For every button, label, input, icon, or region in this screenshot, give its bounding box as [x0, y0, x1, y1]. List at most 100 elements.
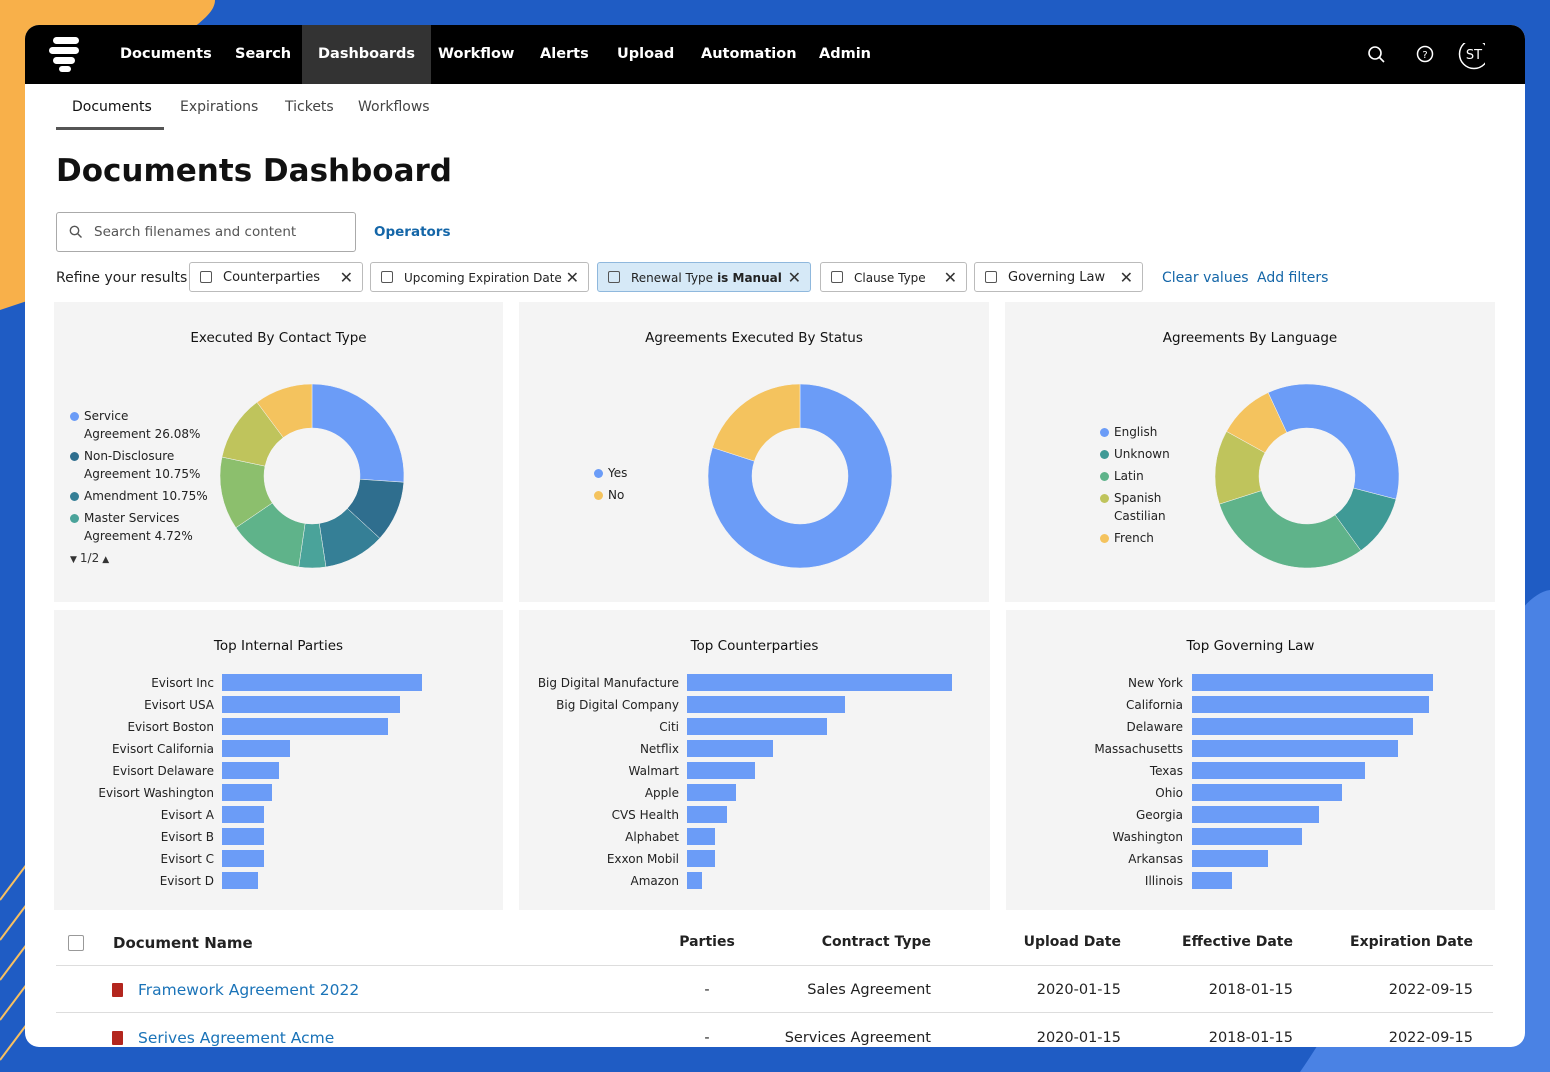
bar[interactable] — [222, 872, 258, 889]
bar[interactable] — [222, 740, 290, 757]
chip-remove[interactable]: ✕ — [787, 268, 801, 287]
table-cell: Services Agreement — [784, 1030, 931, 1046]
bar[interactable] — [222, 762, 279, 779]
legend-item[interactable]: Unknown — [1100, 445, 1180, 463]
tab[interactable]: Expirations — [180, 99, 259, 115]
chart-plot — [1214, 383, 1400, 569]
chart-title: Top Internal Parties — [213, 638, 344, 654]
tab[interactable]: Tickets — [285, 99, 334, 115]
chart-plot — [707, 383, 893, 569]
document-link[interactable]: Serives Agreement Acme — [138, 1029, 335, 1047]
bar-label: Illinois — [1145, 874, 1183, 888]
chip-remove[interactable]: ✕ — [1119, 268, 1133, 287]
legend-item[interactable]: French — [1100, 529, 1180, 547]
pdf-icon — [112, 983, 123, 997]
nav-item[interactable]: Automation — [701, 46, 797, 62]
operators-link[interactable]: Operators — [374, 224, 451, 240]
chip-remove[interactable]: ✕ — [339, 268, 353, 287]
bar[interactable] — [687, 806, 727, 823]
bar[interactable] — [222, 674, 422, 691]
pie-slice — [256, 383, 313, 438]
help-icon[interactable]: ? — [1416, 45, 1434, 63]
bar[interactable] — [1192, 850, 1268, 867]
bar[interactable] — [1192, 740, 1398, 757]
column-header[interactable]: Effective Date — [1182, 934, 1293, 950]
bar[interactable] — [222, 718, 388, 735]
column-header[interactable]: Document Name — [113, 934, 253, 952]
filter-chip[interactable]: Renewal Type is Manual ✕ — [597, 262, 811, 292]
search-icon[interactable] — [1368, 46, 1385, 63]
bar[interactable] — [222, 806, 264, 823]
filter-chip[interactable]: Upcoming Expiration Date ✕ — [370, 262, 589, 292]
bar[interactable] — [687, 674, 952, 691]
legend-label: Service Agreement — [84, 409, 151, 441]
nav-item[interactable]: Search — [235, 46, 292, 62]
legend-item[interactable]: No — [594, 486, 694, 504]
bar[interactable] — [1192, 872, 1232, 889]
table-cell: 2018-01-15 — [1208, 982, 1293, 998]
bar[interactable] — [687, 828, 715, 845]
bar[interactable] — [687, 784, 736, 801]
header-checkbox[interactable] — [68, 935, 84, 951]
column-header[interactable]: Upload Date — [1023, 934, 1121, 950]
bar-label: Evisort Inc — [151, 676, 214, 690]
legend: English Unknown Latin Spanish Castilian Fren… — [1100, 423, 1180, 551]
nav-icons: ? ST — [1368, 43, 1486, 70]
legend-label: Unknown — [1114, 447, 1170, 461]
filter-chip[interactable]: Governing Law ✕ — [974, 262, 1143, 292]
bar[interactable] — [1192, 674, 1433, 691]
filter-chip[interactable]: Clause Type ✕ — [820, 262, 967, 292]
pie-slice — [311, 383, 405, 483]
bar[interactable] — [687, 872, 702, 889]
tab[interactable]: Documents — [72, 99, 152, 115]
nav-item[interactable]: Upload — [617, 46, 675, 62]
bar[interactable] — [1192, 696, 1429, 713]
column-header[interactable]: Parties — [679, 934, 735, 950]
bar[interactable] — [687, 850, 715, 867]
filter-chip[interactable]: Counterparties ✕ — [189, 262, 363, 292]
add-filters[interactable]: Add filters — [1257, 270, 1329, 286]
legend-item[interactable]: Service Agreement 26.08% — [70, 407, 200, 443]
logo[interactable] — [49, 37, 83, 73]
nav-item[interactable]: Alerts — [540, 46, 589, 62]
legend-item[interactable]: Spanish Castilian — [1100, 489, 1180, 525]
legend-value: 26.08% — [154, 427, 201, 441]
column-header[interactable]: Expiration Date — [1350, 934, 1473, 950]
nav-item[interactable]: Documents — [120, 46, 212, 62]
bar[interactable] — [222, 850, 264, 867]
bar[interactable] — [1192, 806, 1319, 823]
document-link[interactable]: Framework Agreement 2022 — [138, 981, 360, 999]
column-header[interactable]: Contract Type — [821, 934, 931, 950]
bar[interactable] — [1192, 828, 1302, 845]
legend-pager[interactable]: ▼ 1/2 ▲ — [70, 549, 200, 569]
avatar-ring[interactable] — [1458, 43, 1486, 70]
chip-remove[interactable]: ✕ — [943, 268, 957, 287]
bar[interactable] — [222, 696, 400, 713]
legend-item[interactable]: Master Services Agreement 4.72% — [70, 509, 200, 545]
bar[interactable] — [687, 762, 755, 779]
legend-item[interactable]: Latin — [1100, 467, 1180, 485]
bar[interactable] — [222, 784, 272, 801]
legend-item[interactable]: English — [1100, 423, 1180, 441]
chip-remove[interactable]: ✕ — [565, 268, 579, 287]
clear-values[interactable]: Clear values — [1162, 270, 1249, 286]
bar[interactable] — [687, 718, 827, 735]
avatar[interactable]: ST — [1466, 48, 1482, 63]
bar[interactable] — [1192, 718, 1413, 735]
bar[interactable] — [687, 740, 773, 757]
bar[interactable] — [687, 696, 845, 713]
pager-up[interactable]: ▲ — [102, 555, 110, 565]
bar[interactable] — [1192, 762, 1365, 779]
bar[interactable] — [222, 828, 264, 845]
nav-item[interactable]: Workflow — [438, 46, 515, 62]
legend-item[interactable]: Non-Disclosure Agreement 10.75% — [70, 447, 200, 483]
legend-item[interactable]: Amendment 10.75% — [70, 487, 208, 505]
legend-item[interactable]: Yes — [594, 464, 694, 482]
search-box[interactable]: Search filenames and content — [56, 212, 356, 252]
nav-item[interactable]: Dashboards — [302, 25, 432, 84]
nav-item[interactable]: Admin — [819, 46, 872, 62]
tab[interactable]: Workflows — [358, 99, 430, 115]
bar[interactable] — [1192, 784, 1342, 801]
pager-down[interactable]: ▼ — [70, 555, 77, 565]
bar-label: Delaware — [1126, 720, 1183, 734]
